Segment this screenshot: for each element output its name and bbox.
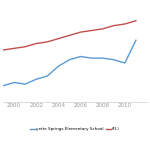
Legend: yette Springs Elementary School, (FL): yette Springs Elementary School, (FL): [28, 126, 122, 133]
